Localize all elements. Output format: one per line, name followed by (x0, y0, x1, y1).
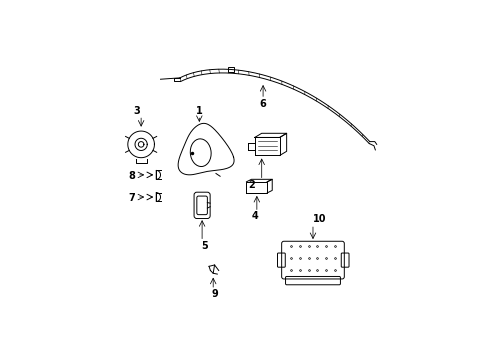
Text: 7: 7 (128, 193, 135, 203)
Text: 9: 9 (211, 289, 218, 299)
Text: 5: 5 (201, 240, 208, 251)
Text: 2: 2 (248, 180, 255, 190)
Text: 1: 1 (196, 106, 203, 116)
Text: 6: 6 (259, 99, 266, 109)
Text: 3: 3 (133, 106, 140, 116)
Text: 4: 4 (251, 211, 258, 221)
Text: 8: 8 (128, 171, 135, 181)
Text: 10: 10 (312, 214, 326, 224)
